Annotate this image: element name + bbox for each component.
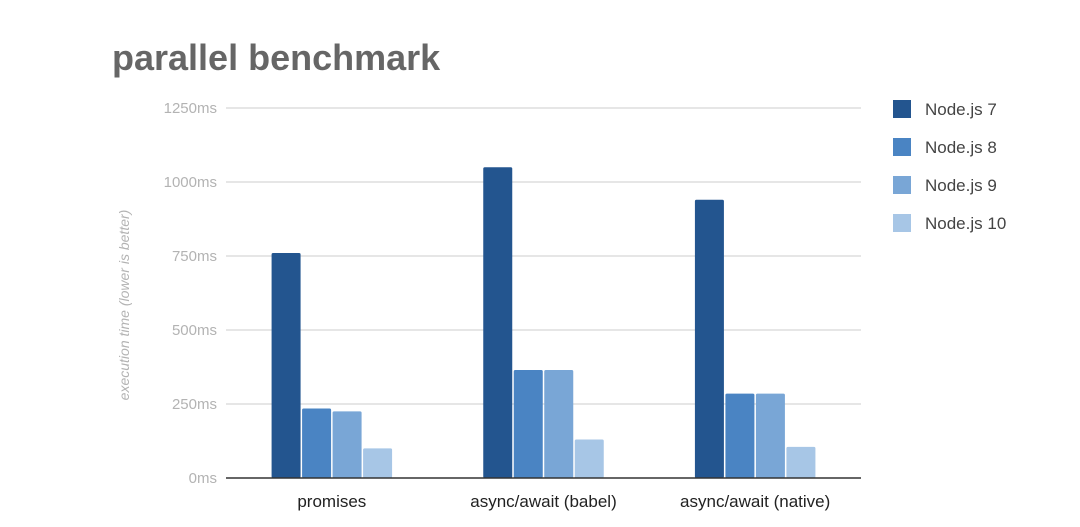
legend-swatch (893, 138, 911, 156)
y-tick-label: 1000ms (164, 174, 217, 191)
bar (786, 446, 816, 478)
x-category-label: async/await (babel) (470, 492, 616, 511)
bar (483, 167, 513, 478)
chart-title: parallel benchmark (112, 37, 441, 78)
bar (694, 199, 724, 478)
bar (513, 369, 543, 478)
legend-label: Node.js 10 (925, 214, 1006, 233)
legend-swatch (893, 214, 911, 232)
legend: Node.js 7 Node.js 8 Node.js 9 Node.js 10 (893, 100, 1006, 233)
legend-swatch (893, 100, 911, 118)
bar (271, 253, 301, 478)
y-tick-label: 750ms (172, 248, 217, 265)
y-tick-label: 250ms (172, 396, 217, 413)
bar (332, 411, 362, 478)
bar (363, 448, 393, 478)
y-axis-ticks: 0ms 250ms 500ms 750ms 1000ms 1250ms (164, 100, 217, 487)
bar (302, 408, 332, 478)
grid-lines (226, 107, 861, 405)
x-category-label: promises (297, 492, 366, 511)
bars (271, 167, 816, 478)
bar (725, 393, 755, 478)
y-axis-title: execution time (lower is better) (116, 210, 132, 401)
bar (544, 369, 574, 478)
y-tick-label: 1250ms (164, 100, 217, 117)
bar (755, 393, 785, 478)
x-category-label: async/await (native) (680, 492, 830, 511)
bar (574, 439, 604, 478)
legend-label: Node.js 9 (925, 176, 997, 195)
legend-swatch (893, 176, 911, 194)
legend-label: Node.js 8 (925, 138, 997, 157)
y-tick-label: 500ms (172, 322, 217, 339)
y-tick-label: 0ms (189, 470, 217, 487)
x-axis-categories: promises async/await (babel) async/await (… (297, 492, 830, 511)
legend-label: Node.js 7 (925, 100, 997, 119)
